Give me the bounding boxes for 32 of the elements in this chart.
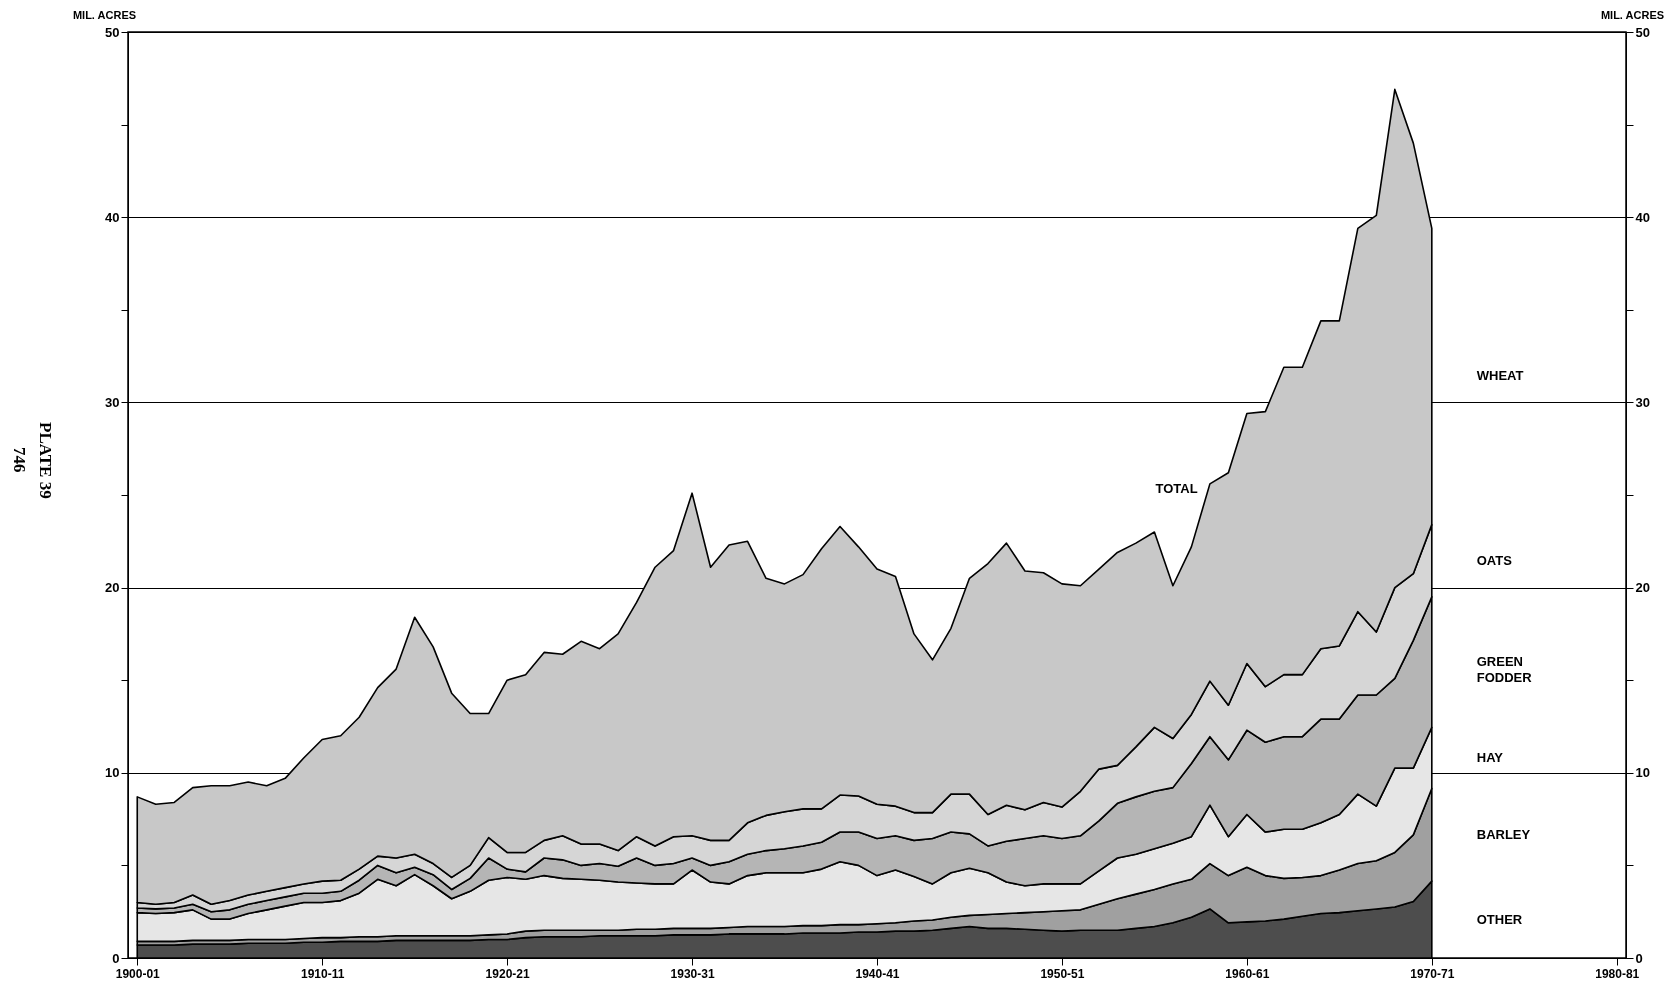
y-axis-title: MIL. ACRES xyxy=(72,8,137,21)
x-tick-label: 1900-01 xyxy=(115,966,161,981)
text: WHEAT xyxy=(1476,368,1524,384)
y2-axis-title: MIL. ACRES xyxy=(1600,8,1665,21)
text: HAY xyxy=(1476,749,1504,765)
text: OATS xyxy=(1476,552,1513,568)
y-tick-label: 30 xyxy=(105,394,120,410)
y-tick-label: 50 xyxy=(105,24,120,40)
y2-tick-label: 20 xyxy=(1635,580,1650,596)
x-tick-label: 1950-51 xyxy=(1040,966,1085,981)
text: PLATE 39 xyxy=(35,420,56,501)
y2-tick-label: 40 xyxy=(1635,209,1650,225)
x-tick-label: 1930-31 xyxy=(670,966,715,981)
x-tick-label: 1920-21 xyxy=(485,966,530,981)
annotation: TOTAL xyxy=(1155,481,1198,497)
x-tick-label: 1970-71 xyxy=(1410,966,1455,981)
text: 746 xyxy=(9,446,30,475)
y2-tick-label: 10 xyxy=(1635,765,1650,781)
x-tick-label: 1960-61 xyxy=(1225,966,1270,981)
x-tick-label: 1980-81 xyxy=(1595,966,1640,981)
text: GREEN FODDER xyxy=(1476,654,1533,686)
y2-tick-label: 50 xyxy=(1635,24,1650,40)
x-tick-label: 1910-11 xyxy=(300,966,345,981)
y-tick-label: 20 xyxy=(105,580,120,596)
y-tick-label: 0 xyxy=(112,950,120,966)
y-tick-label: 10 xyxy=(105,765,120,781)
y2-tick-label: 30 xyxy=(1635,394,1650,410)
x-tick-label: 1940-41 xyxy=(855,966,900,981)
y2-tick-label: 0 xyxy=(1635,950,1643,966)
text: BARLEY xyxy=(1476,826,1531,842)
text: OTHER xyxy=(1476,911,1523,927)
y-tick-label: 40 xyxy=(105,209,120,225)
